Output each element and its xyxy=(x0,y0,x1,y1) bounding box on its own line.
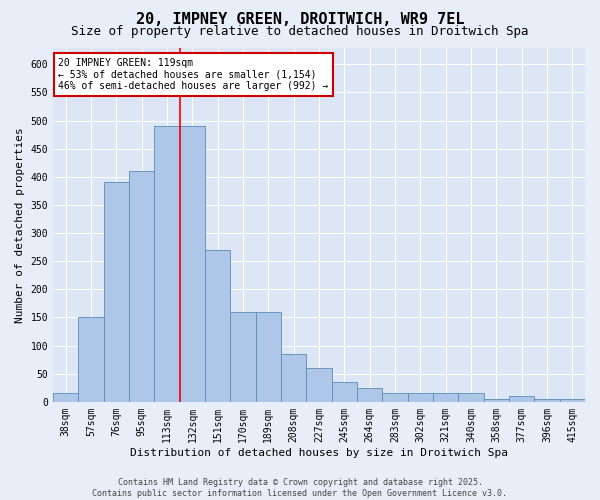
Bar xyxy=(433,394,458,402)
X-axis label: Distribution of detached houses by size in Droitwich Spa: Distribution of detached houses by size … xyxy=(130,448,508,458)
Bar xyxy=(154,126,179,402)
Bar xyxy=(407,394,433,402)
Bar xyxy=(560,399,585,402)
Bar xyxy=(79,318,104,402)
Bar xyxy=(129,171,154,402)
Bar xyxy=(484,399,509,402)
Bar xyxy=(307,368,332,402)
Bar xyxy=(332,382,357,402)
Bar xyxy=(256,312,281,402)
Bar xyxy=(509,396,535,402)
Bar xyxy=(281,354,307,402)
Y-axis label: Number of detached properties: Number of detached properties xyxy=(15,127,25,322)
Bar xyxy=(535,399,560,402)
Bar xyxy=(458,394,484,402)
Bar xyxy=(230,312,256,402)
Text: Contains HM Land Registry data © Crown copyright and database right 2025.
Contai: Contains HM Land Registry data © Crown c… xyxy=(92,478,508,498)
Bar xyxy=(53,394,79,402)
Bar xyxy=(104,182,129,402)
Bar xyxy=(179,126,205,402)
Bar xyxy=(382,394,407,402)
Text: Size of property relative to detached houses in Droitwich Spa: Size of property relative to detached ho… xyxy=(71,25,529,38)
Bar xyxy=(205,250,230,402)
Text: 20 IMPNEY GREEN: 119sqm
← 53% of detached houses are smaller (1,154)
46% of semi: 20 IMPNEY GREEN: 119sqm ← 53% of detache… xyxy=(58,58,329,92)
Text: 20, IMPNEY GREEN, DROITWICH, WR9 7EL: 20, IMPNEY GREEN, DROITWICH, WR9 7EL xyxy=(136,12,464,28)
Bar xyxy=(357,388,382,402)
